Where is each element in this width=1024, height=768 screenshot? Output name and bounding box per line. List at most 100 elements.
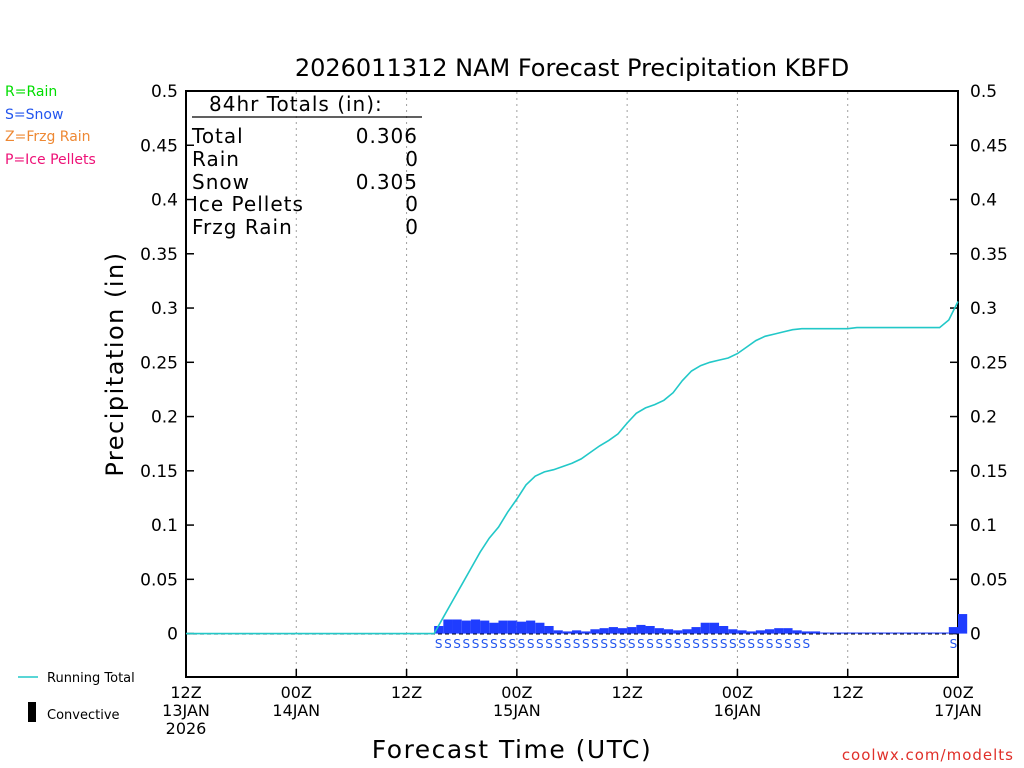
precip-bar — [912, 632, 922, 634]
x-tick-label: 15JAN — [493, 701, 541, 720]
snow-marker: S — [527, 637, 535, 651]
snow-marker: S — [747, 637, 755, 651]
precip-bar — [939, 632, 949, 634]
totals-header: 84hr Totals (in): — [209, 92, 383, 116]
snow-marker: S — [444, 637, 452, 651]
y-tick-label-right: 0.5 — [970, 82, 997, 102]
precip-bar — [507, 620, 517, 634]
x-tick-label: 12Z — [170, 683, 201, 702]
snow-marker: S — [655, 637, 663, 651]
precip-bar — [581, 631, 591, 634]
y-axis-ticks: 0 00.05 0.050.1 0.10.15 0.150.2 0.20.25 0.250.… — [140, 82, 1008, 645]
snow-marker: S — [692, 637, 700, 651]
precip-bar — [783, 628, 793, 634]
hourly-precip-bars — [434, 614, 968, 634]
precip-bar — [774, 628, 784, 634]
precip-bar — [498, 620, 508, 634]
snow-marker: S — [536, 637, 544, 651]
precip-bar — [875, 632, 885, 634]
y-tick-label-right: 0 — [970, 625, 981, 645]
precip-bar — [746, 631, 756, 634]
vertical-gridlines — [295, 92, 849, 676]
snow-marker: S — [711, 637, 719, 651]
legend-rain: R=Rain — [5, 84, 57, 100]
precip-bar — [452, 619, 462, 634]
snow-marker: S — [950, 637, 958, 651]
y-tick-label-left: 0.25 — [140, 353, 178, 373]
snow-marker: S — [462, 637, 470, 651]
y-tick-label-left: 0.2 — [151, 408, 178, 428]
precip-bar — [847, 632, 857, 634]
precip-bar — [627, 627, 637, 634]
plot-frame — [185, 90, 959, 678]
precip-bar — [443, 619, 453, 634]
y-tick-label-left: 0.5 — [151, 82, 178, 102]
snow-marker: S — [564, 637, 572, 651]
x-tick-label: 17JAN — [934, 701, 982, 720]
precip-bar — [562, 631, 572, 634]
snow-marker: S — [499, 637, 507, 651]
precip-bar — [516, 621, 527, 634]
totals-label-total: Total — [191, 124, 244, 148]
precip-bar — [636, 624, 646, 634]
convective-legend-swatch — [28, 702, 36, 722]
precip-bar — [470, 619, 481, 634]
series-legend: Running Total Convective — [18, 671, 135, 723]
precip-bar — [728, 629, 738, 634]
snow-marker: S — [793, 637, 801, 651]
y-axis-label: Precipitation (in) — [101, 251, 129, 476]
totals-label-snow: Snow — [192, 170, 250, 194]
snow-marker: S — [720, 637, 728, 651]
precip-bar — [921, 632, 931, 634]
precip-bar — [829, 632, 839, 634]
y-tick-label-right: 0.1 — [970, 516, 997, 536]
precip-bar — [489, 622, 499, 634]
y-tick-label-right: 0.25 — [970, 353, 1008, 373]
precip-bar — [792, 630, 802, 634]
snow-marker: S — [637, 637, 645, 651]
running-total-line — [186, 301, 959, 635]
precip-bar — [948, 627, 958, 634]
precip-bar — [461, 620, 471, 634]
y-tick-label-left: 0.15 — [140, 462, 178, 482]
precip-bar — [893, 632, 903, 634]
x-tick-label: 16JAN — [714, 701, 762, 720]
snow-marker: S — [481, 637, 489, 651]
snow-marker: S — [665, 637, 673, 651]
x-tick-label: 13JAN — [162, 701, 210, 720]
x-tick-label: 00Z — [281, 683, 312, 702]
y-tick-label-left: 0.1 — [151, 516, 178, 536]
precip-bar — [737, 630, 747, 634]
precip-bar — [663, 629, 674, 634]
snow-marker: S — [490, 637, 498, 651]
convective-legend-label: Convective — [47, 708, 120, 723]
y-tick-label-right: 0.3 — [970, 299, 997, 319]
precip-bar — [810, 631, 821, 634]
y-tick-label-left: 0.35 — [140, 245, 178, 265]
x-tick-label: 12Z — [611, 683, 642, 702]
x-tick-label: 00Z — [942, 683, 973, 702]
precip-bar — [765, 629, 775, 634]
chart-title: 2026011312 NAM Forecast Precipitation KB… — [295, 54, 849, 82]
snow-marker: S — [757, 637, 765, 651]
totals-label-ice-pellets: Ice Pellets — [192, 192, 304, 216]
precip-bar — [902, 632, 913, 634]
snow-marker: S — [591, 637, 599, 651]
legend-ice-pellets: P=Ice Pellets — [5, 152, 96, 168]
totals-value-total: 0.306 — [356, 124, 418, 148]
totals-box: 84hr Totals (in): Total 0.306 Rain 0 Sno… — [191, 92, 422, 239]
snow-marker: S — [554, 637, 562, 651]
legend-frzg-rain: Z=Frzg Rain — [5, 129, 91, 145]
y-tick-label-left: 0 — [167, 625, 178, 645]
snow-marker: S — [582, 637, 590, 651]
snow-marker: S — [518, 637, 526, 651]
x-axis-label: Forecast Time (UTC) — [372, 735, 652, 764]
x-tick-label: 2026 — [166, 719, 207, 738]
snow-marker: S — [610, 637, 618, 651]
precip-bar — [617, 628, 628, 634]
precip-bar — [838, 632, 848, 634]
running-total-line-group — [186, 301, 959, 635]
